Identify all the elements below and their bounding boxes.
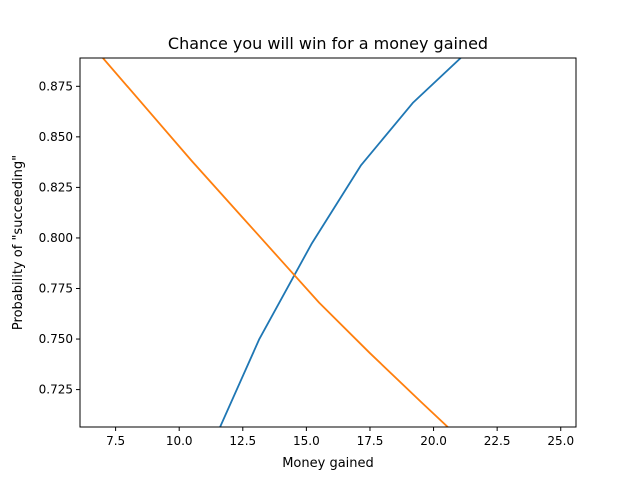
y-axis-label: Probability of "succeeding"	[11, 155, 26, 330]
y-tick-label: 0.775	[39, 281, 73, 295]
x-tick-label: 20.0	[420, 434, 447, 448]
plot-frame	[79, 57, 577, 428]
x-axis-label: Money gained	[282, 456, 374, 471]
chart-title: Chance you will win for a money gained	[168, 34, 488, 53]
series-lines	[102, 58, 462, 427]
series-line-2	[102, 58, 450, 427]
y-tick-label: 0.800	[39, 231, 73, 245]
y-tick-label: 0.725	[39, 383, 73, 397]
x-axis-ticks: 7.5 10.0 12.5 15.0 17.5 20.0 22.5 25.0	[106, 427, 574, 448]
x-tick-label: 7.5	[106, 434, 125, 448]
plot-area	[80, 58, 576, 427]
x-tick-label: 15.0	[293, 434, 320, 448]
y-tick-label: 0.750	[39, 332, 73, 346]
x-tick-label: 10.0	[166, 434, 193, 448]
y-tick-label: 0.850	[39, 130, 73, 144]
y-tick-label: 0.825	[39, 180, 73, 194]
series-line-1	[219, 58, 462, 427]
x-tick-label: 25.0	[547, 434, 574, 448]
x-tick-label: 17.5	[357, 434, 384, 448]
x-tick-label: 22.5	[484, 434, 511, 448]
y-axis-ticks: 0.725 0.750 0.775 0.800 0.825 0.850 0.875	[39, 79, 80, 397]
x-tick-label: 12.5	[229, 434, 256, 448]
y-tick-label: 0.875	[39, 79, 73, 93]
